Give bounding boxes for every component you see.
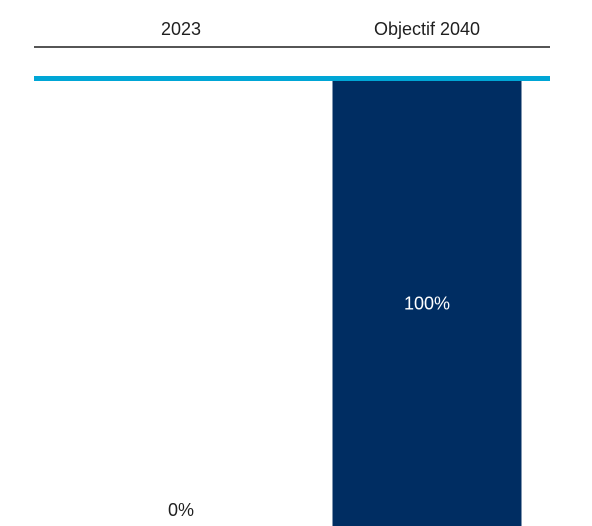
- category-labels-group: 2023 Objectif 2040: [161, 19, 480, 39]
- category-label-1: Objectif 2040: [374, 19, 480, 39]
- bar-1: [332, 81, 522, 526]
- value-label-1: 100%: [404, 294, 450, 314]
- category-label-0: 2023: [161, 19, 201, 39]
- value-label-0: 0%: [168, 500, 194, 520]
- value-labels-group: 0% 100%: [168, 294, 450, 521]
- bars-group: [332, 81, 522, 526]
